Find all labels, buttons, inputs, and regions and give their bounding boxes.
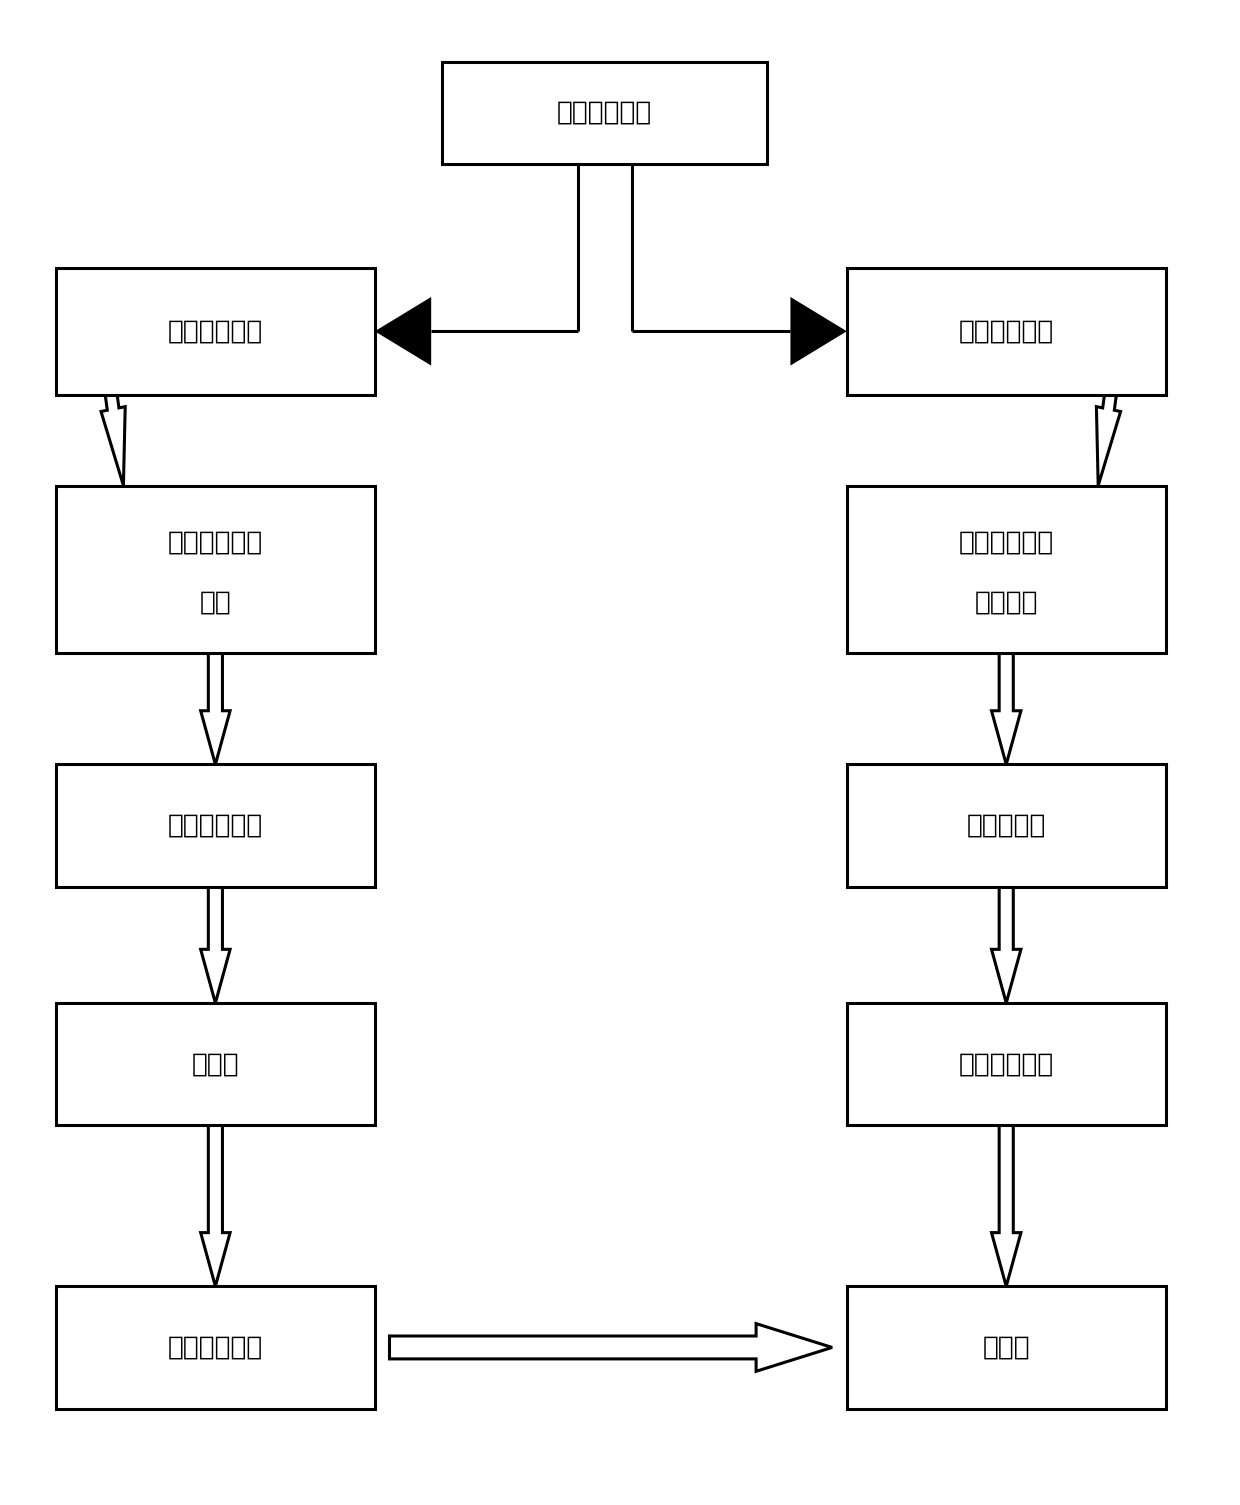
Text: 上位机: 上位机 — [982, 1335, 1030, 1361]
Polygon shape — [992, 653, 1021, 765]
Text: 油液: 油液 — [200, 590, 231, 616]
Bar — [847, 765, 1166, 886]
Text: 光谱仪: 光谱仪 — [191, 1050, 239, 1078]
Text: 油液光谱分析: 油液光谱分析 — [167, 318, 263, 345]
Polygon shape — [201, 653, 231, 765]
Bar — [847, 1002, 1166, 1126]
Bar — [443, 62, 768, 164]
Polygon shape — [992, 1126, 1021, 1287]
Text: 聚磁器导向: 聚磁器导向 — [966, 813, 1045, 838]
Polygon shape — [201, 1126, 231, 1287]
Bar — [56, 1287, 374, 1409]
Polygon shape — [374, 296, 432, 366]
Bar — [847, 486, 1166, 653]
Polygon shape — [201, 886, 231, 1002]
Text: 原子发射技术: 原子发射技术 — [167, 813, 263, 838]
Bar — [847, 1287, 1166, 1409]
Polygon shape — [389, 1323, 832, 1371]
Text: 霍尔元件感应: 霍尔元件感应 — [959, 1050, 1054, 1078]
Text: 提取轴承润滑: 提取轴承润滑 — [167, 530, 263, 555]
Text: 进行磁化: 进行磁化 — [975, 590, 1038, 616]
Text: 漏磁信号检测: 漏磁信号检测 — [959, 318, 1054, 345]
Polygon shape — [100, 393, 125, 486]
Bar — [56, 765, 374, 886]
Polygon shape — [992, 886, 1021, 1002]
Text: 滚动轴承检测: 滚动轴承检测 — [557, 99, 652, 126]
Text: 控制处理系统: 控制处理系统 — [167, 1335, 263, 1361]
Text: 永磁铁对轴承: 永磁铁对轴承 — [959, 530, 1054, 555]
Bar — [847, 268, 1166, 394]
Bar — [56, 486, 374, 653]
Bar — [56, 1002, 374, 1126]
Bar — [56, 268, 374, 394]
Polygon shape — [1096, 393, 1121, 486]
Polygon shape — [790, 296, 847, 366]
